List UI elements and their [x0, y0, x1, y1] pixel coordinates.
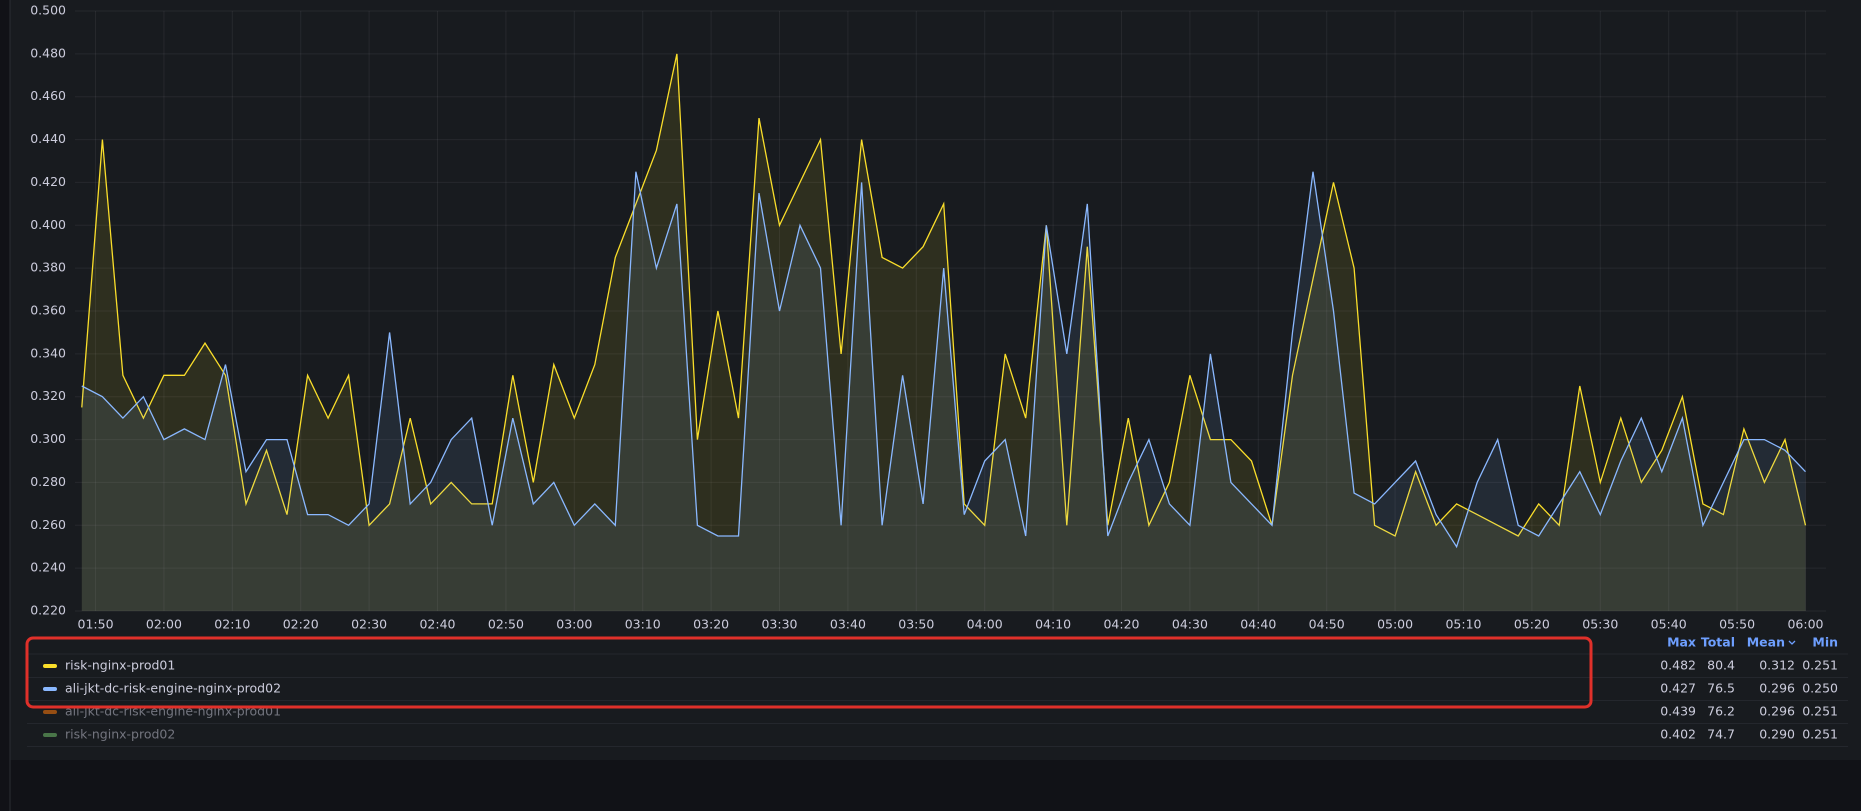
legend-stat: 0.427: [1660, 681, 1696, 696]
x-tick-label: 04:30: [1172, 617, 1208, 632]
highlight-box: [25, 636, 1593, 709]
legend-name: ali-jkt-dc-risk-engine-nginx-prod02: [65, 681, 281, 696]
y-tick-label: 0.460: [30, 88, 66, 103]
x-tick-label: 03:00: [556, 617, 592, 632]
legend-stat: 0.250: [1802, 681, 1838, 696]
y-tick-label: 0.260: [30, 517, 66, 532]
legend-header: Min: [1812, 635, 1838, 650]
series-line: [81, 53, 1807, 537]
legend-stat: 0.296: [1759, 704, 1795, 719]
x-tick-label: 04:00: [967, 617, 1003, 632]
x-tick-label: 02:30: [351, 617, 387, 632]
y-tick-label: 0.220: [30, 603, 66, 618]
x-tick-label: 04:40: [1240, 617, 1276, 632]
y-tick-label: 0.420: [30, 174, 66, 189]
x-tick-label: 04:20: [1103, 617, 1139, 632]
y-tick-label: 0.280: [30, 474, 66, 489]
y-tick-label: 0.340: [30, 345, 66, 360]
y-tick-label: 0.300: [30, 431, 66, 446]
legend-stat: 0.290: [1759, 727, 1795, 742]
legend-stat: 0.251: [1802, 704, 1838, 719]
x-tick-label: 04:50: [1309, 617, 1345, 632]
x-tick-label: 03:50: [898, 617, 934, 632]
legend-stat: 0.251: [1802, 658, 1838, 673]
x-tick-label: 05:10: [1445, 617, 1481, 632]
y-tick-label: 0.440: [30, 131, 66, 146]
x-tick-label: 03:30: [761, 617, 797, 632]
x-tick-label: 03:20: [693, 617, 729, 632]
panel-background: [10, 0, 1861, 760]
x-tick-label: 05:20: [1514, 617, 1550, 632]
area-fill: [81, 53, 1806, 611]
x-tick-label: 02:40: [419, 617, 455, 632]
legend-swatch: [43, 710, 57, 714]
x-tick-label: 03:40: [830, 617, 866, 632]
legend-header: Max: [1667, 635, 1696, 650]
legend-name: risk-nginx-prod01: [65, 658, 175, 673]
x-tick-label: 05:50: [1719, 617, 1755, 632]
x-tick-label: 01:50: [78, 617, 114, 632]
legend-stat: 76.5: [1707, 681, 1735, 696]
plot: 0.220 0.240 0.260 0.280 0.300 0.320 0.340 0.360…: [30, 3, 1826, 632]
x-tick-label: 03:10: [625, 617, 661, 632]
series-line: [81, 171, 1806, 549]
y-tick-label: 0.400: [30, 217, 66, 232]
x-tick-label: 05:30: [1582, 617, 1618, 632]
legend-stat: 0.296: [1759, 681, 1795, 696]
legend-stat: 0.482: [1660, 658, 1696, 673]
x-tick-label: 02:10: [214, 617, 250, 632]
x-tick-label: 02:00: [146, 617, 182, 632]
legend-header: Total: [1701, 635, 1735, 650]
x-tick-label: 02:20: [283, 617, 319, 632]
legend-swatch: [43, 687, 57, 691]
legend-stat: 80.4: [1707, 658, 1735, 673]
x-tick-label: 06:00: [1787, 617, 1823, 632]
legend-swatch: [43, 664, 57, 668]
x-tick-label: 05:40: [1651, 617, 1687, 632]
y-tick-label: 0.500: [30, 3, 66, 18]
y-tick-label: 0.380: [30, 260, 66, 275]
legend-stat: 0.402: [1660, 727, 1696, 742]
area-fill: [81, 171, 1806, 611]
x-tick-label: 02:50: [488, 617, 524, 632]
legend-stat: 74.7: [1707, 727, 1735, 742]
y-tick-label: 0.240: [30, 560, 66, 575]
legend-stat: 0.439: [1660, 704, 1696, 719]
legend-swatch: [43, 733, 57, 737]
y-tick-label: 0.480: [30, 45, 66, 60]
sort-indicator: [1788, 640, 1796, 645]
y-tick-label: 0.360: [30, 303, 66, 318]
legend-name: risk-nginx-prod02: [65, 727, 175, 742]
x-tick-label: 04:10: [1035, 617, 1071, 632]
legend-stat: 0.312: [1759, 658, 1795, 673]
legend-stat: 76.2: [1707, 704, 1735, 719]
y-tick-label: 0.320: [30, 388, 66, 403]
legend-stat: 0.251: [1802, 727, 1838, 742]
legend-header: Mean: [1747, 635, 1785, 650]
x-tick-label: 05:00: [1377, 617, 1413, 632]
